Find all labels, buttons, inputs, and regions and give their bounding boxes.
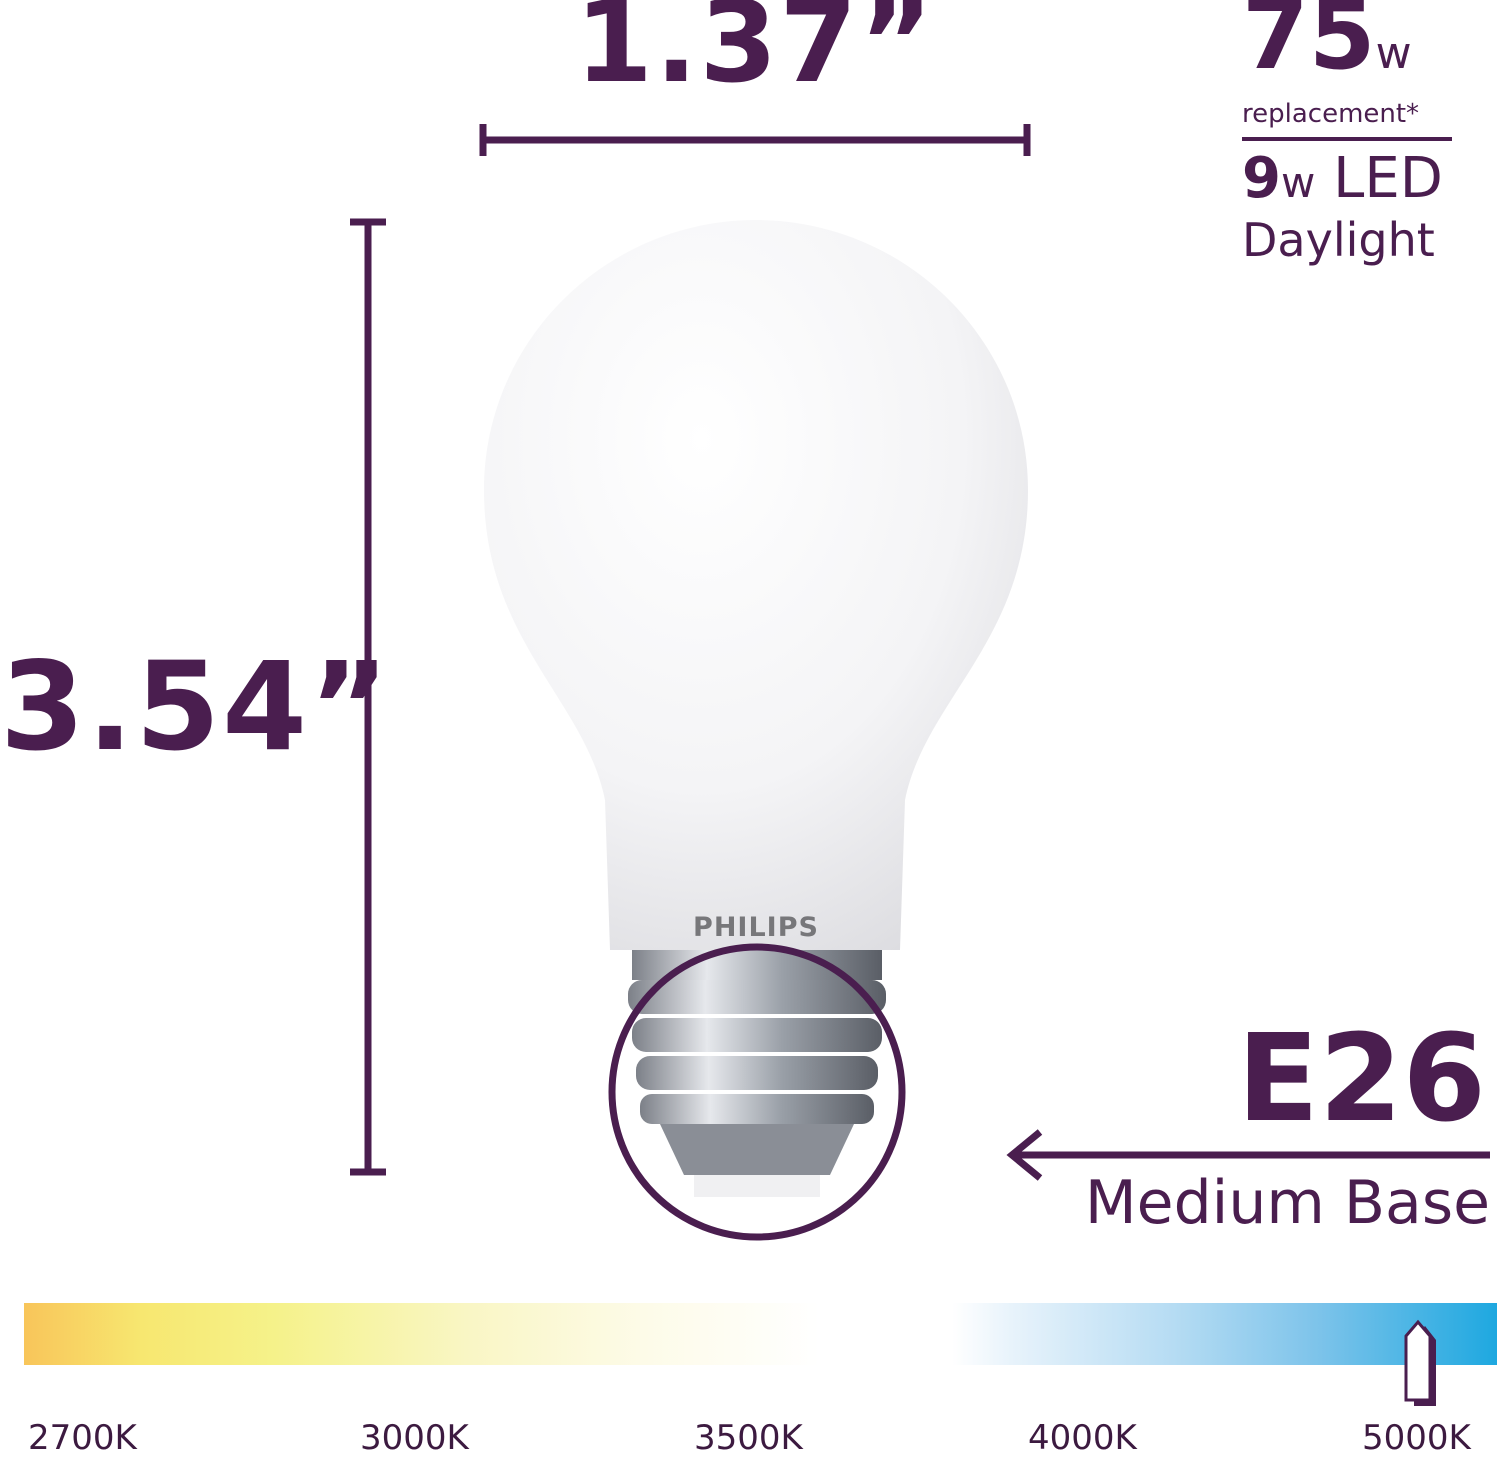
wattage-info: 75w replacement* 9w LED Daylight bbox=[1242, 0, 1462, 267]
selected-temperature-marker-icon bbox=[1404, 1319, 1436, 1406]
height-dimension-label: 3.54” bbox=[0, 636, 392, 778]
temp-label-5000k: 5000K bbox=[1362, 1418, 1471, 1458]
base-name: Medium Base bbox=[1084, 1168, 1490, 1238]
divider bbox=[1242, 137, 1452, 141]
color-name: Daylight bbox=[1242, 213, 1435, 267]
temp-label-3500k: 3500K bbox=[694, 1418, 803, 1458]
led-value: 9 bbox=[1242, 146, 1281, 211]
led-wattage: 9w LED bbox=[1242, 149, 1462, 213]
width-dimension-label: 1.37” bbox=[575, 0, 935, 108]
width-dimension-line bbox=[479, 124, 1031, 156]
replacement-value: 75 bbox=[1242, 0, 1376, 91]
led-unit: w bbox=[1280, 158, 1316, 207]
replacement-unit: w bbox=[1375, 28, 1412, 79]
base-arrow-icon bbox=[1006, 1129, 1490, 1181]
led-label: LED bbox=[1333, 146, 1443, 211]
replacement-wattage: 75w bbox=[1242, 0, 1462, 109]
height-dimension-line bbox=[350, 218, 386, 1176]
temp-label-3000k: 3000K bbox=[360, 1418, 469, 1458]
color-temperature-bar bbox=[24, 1303, 1497, 1365]
dimension-lines: PHILIPS bbox=[350, 124, 1490, 1241]
temp-label-2700k: 2700K bbox=[28, 1418, 137, 1458]
light-bulb-image bbox=[484, 220, 1028, 1197]
base-highlight-circle bbox=[608, 943, 906, 1241]
brand-logo: PHILIPS bbox=[693, 912, 819, 943]
temp-label-4000k: 4000K bbox=[1028, 1418, 1137, 1458]
base-type: E26 bbox=[1237, 1010, 1486, 1149]
replacement-label: replacement* bbox=[1242, 99, 1420, 129]
